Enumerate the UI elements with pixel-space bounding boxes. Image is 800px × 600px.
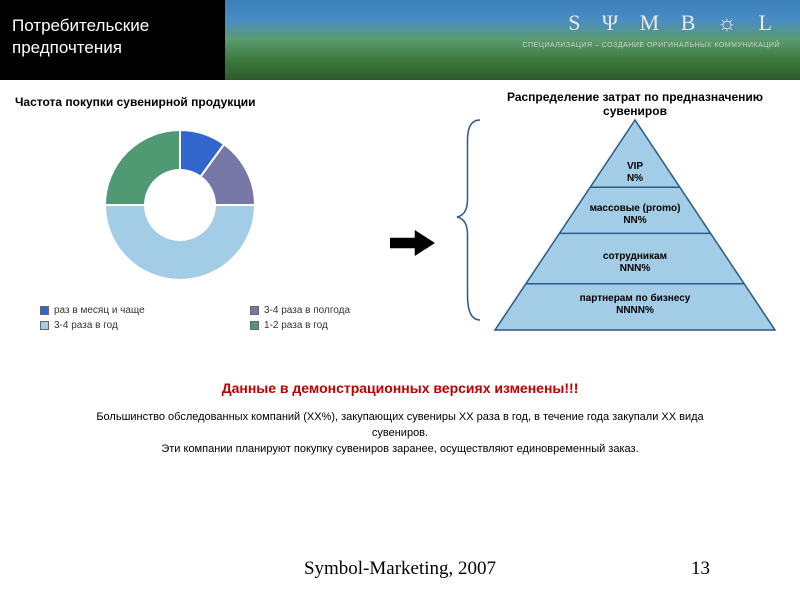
- pyramid-chart: VIPN% массовые (promo)NN% сотрудникамNNN% п…: [490, 115, 780, 340]
- legend-item: раз в месяц и чаще: [40, 305, 190, 316]
- legend-label: 3-4 раза в год: [54, 320, 118, 331]
- legend-swatch: [250, 321, 259, 330]
- legend-swatch: [40, 306, 49, 315]
- legend-item: 3-4 раза в полгода: [250, 305, 400, 316]
- donut-chart-title: Частота покупки сувенирной продукции: [15, 95, 255, 109]
- legend-label: 3-4 раза в полгода: [264, 305, 350, 316]
- pyramid-level-label: партнерам по бизнесуNNNN%: [490, 293, 780, 318]
- legend-swatch: [250, 306, 259, 315]
- page-number: 13: [691, 558, 710, 580]
- legend-label: 1-2 раза в год: [264, 320, 328, 331]
- content-area: Частота покупки сувенирной продукции Рас…: [0, 80, 800, 600]
- legend-item: 1-2 раза в год: [250, 320, 400, 331]
- legend-label: раз в месяц и чаще: [54, 305, 145, 316]
- pyramid-level-label: VIPN%: [490, 161, 780, 186]
- brand-tagline: СПЕЦИАЛИЗАЦИЯ – СОЗДАНИЕ ОРИГИНАЛЬНЫХ КО…: [522, 42, 780, 49]
- curly-brace-icon: [455, 115, 485, 330]
- demo-warning: Данные в демонстрационных версиях измене…: [0, 380, 800, 396]
- legend-swatch: [40, 321, 49, 330]
- slide-title: Потребительские предпочтения: [0, 0, 225, 80]
- body-paragraph: Большинство обследованных компаний (XX%)…: [70, 410, 730, 458]
- arrow-icon: [390, 230, 435, 261]
- brand-logo: S Ψ M B ☼ L: [568, 10, 780, 36]
- legend-item: 3-4 раза в год: [40, 320, 190, 331]
- donut-legend: раз в месяц и чаще 3-4 раза в полгода 3-4 …: [40, 305, 400, 335]
- header-banner: Потребительские предпочтения S Ψ M B ☼ L…: [0, 0, 800, 80]
- pyramid-chart-title: Распределение затрат по предназначению с…: [500, 90, 770, 118]
- donut-chart: [100, 125, 260, 290]
- pyramid-level-label: сотрудникамNNN%: [490, 251, 780, 276]
- pyramid-level-label: массовые (promo)NN%: [490, 203, 780, 228]
- footer-text: Symbol-Marketing, 2007: [0, 558, 800, 580]
